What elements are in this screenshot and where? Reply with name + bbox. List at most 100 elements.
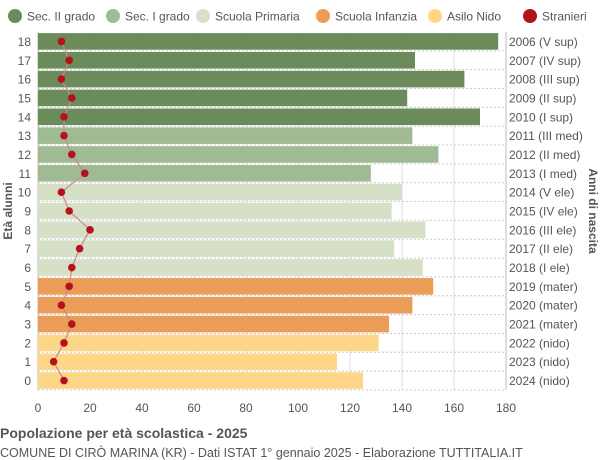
birth-year-label: 2017 (II ele) bbox=[509, 242, 573, 256]
birth-year-label: 2011 (III med) bbox=[509, 129, 583, 143]
stranieri-point bbox=[68, 94, 76, 102]
legend-label: Scuola Primaria bbox=[215, 10, 300, 24]
stranieri-point bbox=[65, 282, 73, 291]
stranieri-point bbox=[49, 357, 58, 366]
legend-label: Sec. I grado bbox=[125, 10, 190, 24]
x-tick-label: 120 bbox=[340, 401, 360, 415]
bar bbox=[38, 108, 480, 126]
bar bbox=[38, 127, 413, 144]
stranieri-point bbox=[60, 339, 68, 347]
stranieri-point bbox=[86, 226, 94, 234]
chart-title: Popolazione per età scolastica - 2025 bbox=[0, 425, 248, 441]
chart-subtitle: COMUNE DI CIRÒ MARINA (KR) - Dati ISTAT … bbox=[0, 446, 523, 460]
stranieri-point bbox=[60, 112, 68, 121]
stranieri-point bbox=[68, 263, 76, 272]
stranieri-point bbox=[60, 131, 68, 140]
y-tick-label: 2 bbox=[24, 336, 31, 350]
legend-label: Sec. II grado bbox=[27, 10, 95, 24]
stranieri-point bbox=[57, 37, 66, 46]
bar bbox=[38, 315, 389, 333]
birth-year-label: 2007 (IV sup) bbox=[509, 54, 581, 68]
y-tick-label: 6 bbox=[24, 261, 31, 275]
legend-marker bbox=[106, 9, 120, 23]
bar bbox=[38, 51, 415, 69]
y-tick-label: 5 bbox=[24, 280, 31, 294]
x-tick-label: 180 bbox=[496, 401, 516, 415]
legend-marker bbox=[523, 9, 537, 23]
stranieri-point bbox=[60, 376, 68, 385]
stranieri-point bbox=[68, 150, 76, 159]
bar bbox=[38, 202, 392, 220]
y-tick-label: 1 bbox=[24, 355, 31, 369]
birth-year-label: 2016 (III ele) bbox=[509, 223, 576, 237]
stranieri-point bbox=[65, 207, 73, 215]
birth-year-label: 2014 (V ele) bbox=[509, 186, 574, 200]
birth-year-label: 2018 (I ele) bbox=[509, 261, 570, 275]
y-tick-label: 18 bbox=[18, 35, 32, 49]
bar bbox=[38, 221, 426, 239]
y-tick-label: 13 bbox=[18, 129, 32, 143]
bar bbox=[38, 165, 371, 182]
birth-year-label: 2015 (IV ele) bbox=[509, 205, 578, 219]
y-tick-label: 17 bbox=[18, 54, 32, 68]
y-tick-label: 16 bbox=[18, 73, 32, 87]
y-tick-label: 12 bbox=[18, 148, 32, 162]
x-tick-label: 140 bbox=[392, 401, 412, 415]
bar bbox=[38, 33, 499, 50]
stranieri-point bbox=[65, 56, 73, 65]
x-tick-label: 160 bbox=[444, 401, 464, 415]
bar bbox=[38, 353, 337, 371]
y-tick-label: 3 bbox=[24, 318, 31, 332]
legend-label: Scuola Infanzia bbox=[335, 10, 417, 24]
y-tick-label: 15 bbox=[18, 91, 32, 105]
birth-year-label: 2019 (mater) bbox=[509, 280, 578, 294]
bar bbox=[38, 296, 413, 314]
legend-marker bbox=[196, 9, 210, 23]
bar bbox=[38, 240, 395, 257]
y-tick-label: 7 bbox=[24, 242, 31, 256]
legend-marker bbox=[428, 9, 442, 23]
birth-year-label: 2024 (nido) bbox=[509, 374, 570, 388]
stranieri-point bbox=[68, 320, 76, 328]
bar bbox=[38, 183, 402, 201]
legend-marker bbox=[8, 9, 22, 23]
bar bbox=[38, 70, 465, 88]
x-tick-label: 80 bbox=[239, 401, 253, 415]
stranieri-point bbox=[75, 244, 84, 253]
y-axis-title: Età alunni bbox=[1, 182, 15, 239]
bar bbox=[38, 89, 408, 107]
bar bbox=[38, 372, 363, 389]
y-tick-label: 0 bbox=[24, 374, 31, 388]
birth-year-label: 2009 (II sup) bbox=[509, 91, 576, 105]
birth-year-label: 2010 (I sup) bbox=[509, 110, 573, 124]
x-tick-label: 60 bbox=[187, 401, 201, 415]
stranieri-point bbox=[57, 75, 66, 83]
x-tick-label: 100 bbox=[288, 401, 308, 415]
x-tick-label: 20 bbox=[83, 401, 97, 415]
bar bbox=[38, 259, 423, 276]
x-tick-label: 0 bbox=[35, 401, 42, 415]
bar bbox=[38, 146, 439, 163]
y-tick-label: 10 bbox=[18, 186, 32, 200]
birth-year-label: 2012 (II med) bbox=[509, 148, 580, 162]
birth-year-label: 2020 (mater) bbox=[509, 299, 578, 313]
bar bbox=[38, 334, 379, 352]
stranieri-point bbox=[81, 169, 89, 178]
stranieri-point bbox=[57, 301, 66, 310]
birth-year-label: 2021 (mater) bbox=[509, 318, 578, 332]
birth-year-label: 2008 (III sup) bbox=[509, 73, 580, 87]
birth-year-label: 2023 (nido) bbox=[509, 355, 570, 369]
birth-year-label: 2022 (nido) bbox=[509, 336, 570, 350]
stranieri-point bbox=[57, 188, 66, 196]
x-tick-label: 40 bbox=[135, 401, 149, 415]
y-tick-label: 9 bbox=[24, 205, 31, 219]
birth-year-label: 2013 (I med) bbox=[509, 167, 577, 181]
y-tick-label: 14 bbox=[18, 110, 32, 124]
y-tick-label: 4 bbox=[24, 299, 31, 313]
birth-year-label: 2006 (V sup) bbox=[509, 35, 578, 49]
legend-label: Stranieri bbox=[542, 10, 587, 24]
legend-label: Asilo Nido bbox=[447, 10, 501, 24]
y-tick-label: 11 bbox=[19, 167, 32, 181]
